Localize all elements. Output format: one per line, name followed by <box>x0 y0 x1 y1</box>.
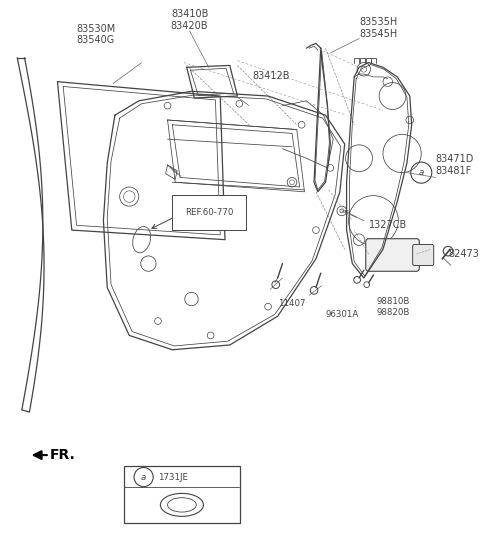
FancyBboxPatch shape <box>123 465 240 523</box>
Text: 83410B
83420B: 83410B 83420B <box>171 9 208 31</box>
Text: 83530M
83540G: 83530M 83540G <box>77 24 116 45</box>
Text: 1731JE: 1731JE <box>158 472 188 482</box>
Text: 83535H
83545H: 83535H 83545H <box>359 17 397 39</box>
Text: 83471D
83481F: 83471D 83481F <box>436 154 474 176</box>
Text: 1327CB: 1327CB <box>369 220 407 230</box>
Text: 82473: 82473 <box>448 249 479 259</box>
Text: 11407: 11407 <box>278 299 306 308</box>
Text: 98810B
98820B: 98810B 98820B <box>376 297 409 317</box>
Text: 96301A: 96301A <box>325 310 359 319</box>
FancyBboxPatch shape <box>413 244 434 266</box>
Text: a: a <box>141 472 146 482</box>
Text: FR.: FR. <box>50 448 75 462</box>
Text: a: a <box>419 168 424 177</box>
FancyBboxPatch shape <box>366 239 420 272</box>
Text: 83412B: 83412B <box>253 71 290 81</box>
Text: REF.60-770: REF.60-770 <box>185 209 233 217</box>
